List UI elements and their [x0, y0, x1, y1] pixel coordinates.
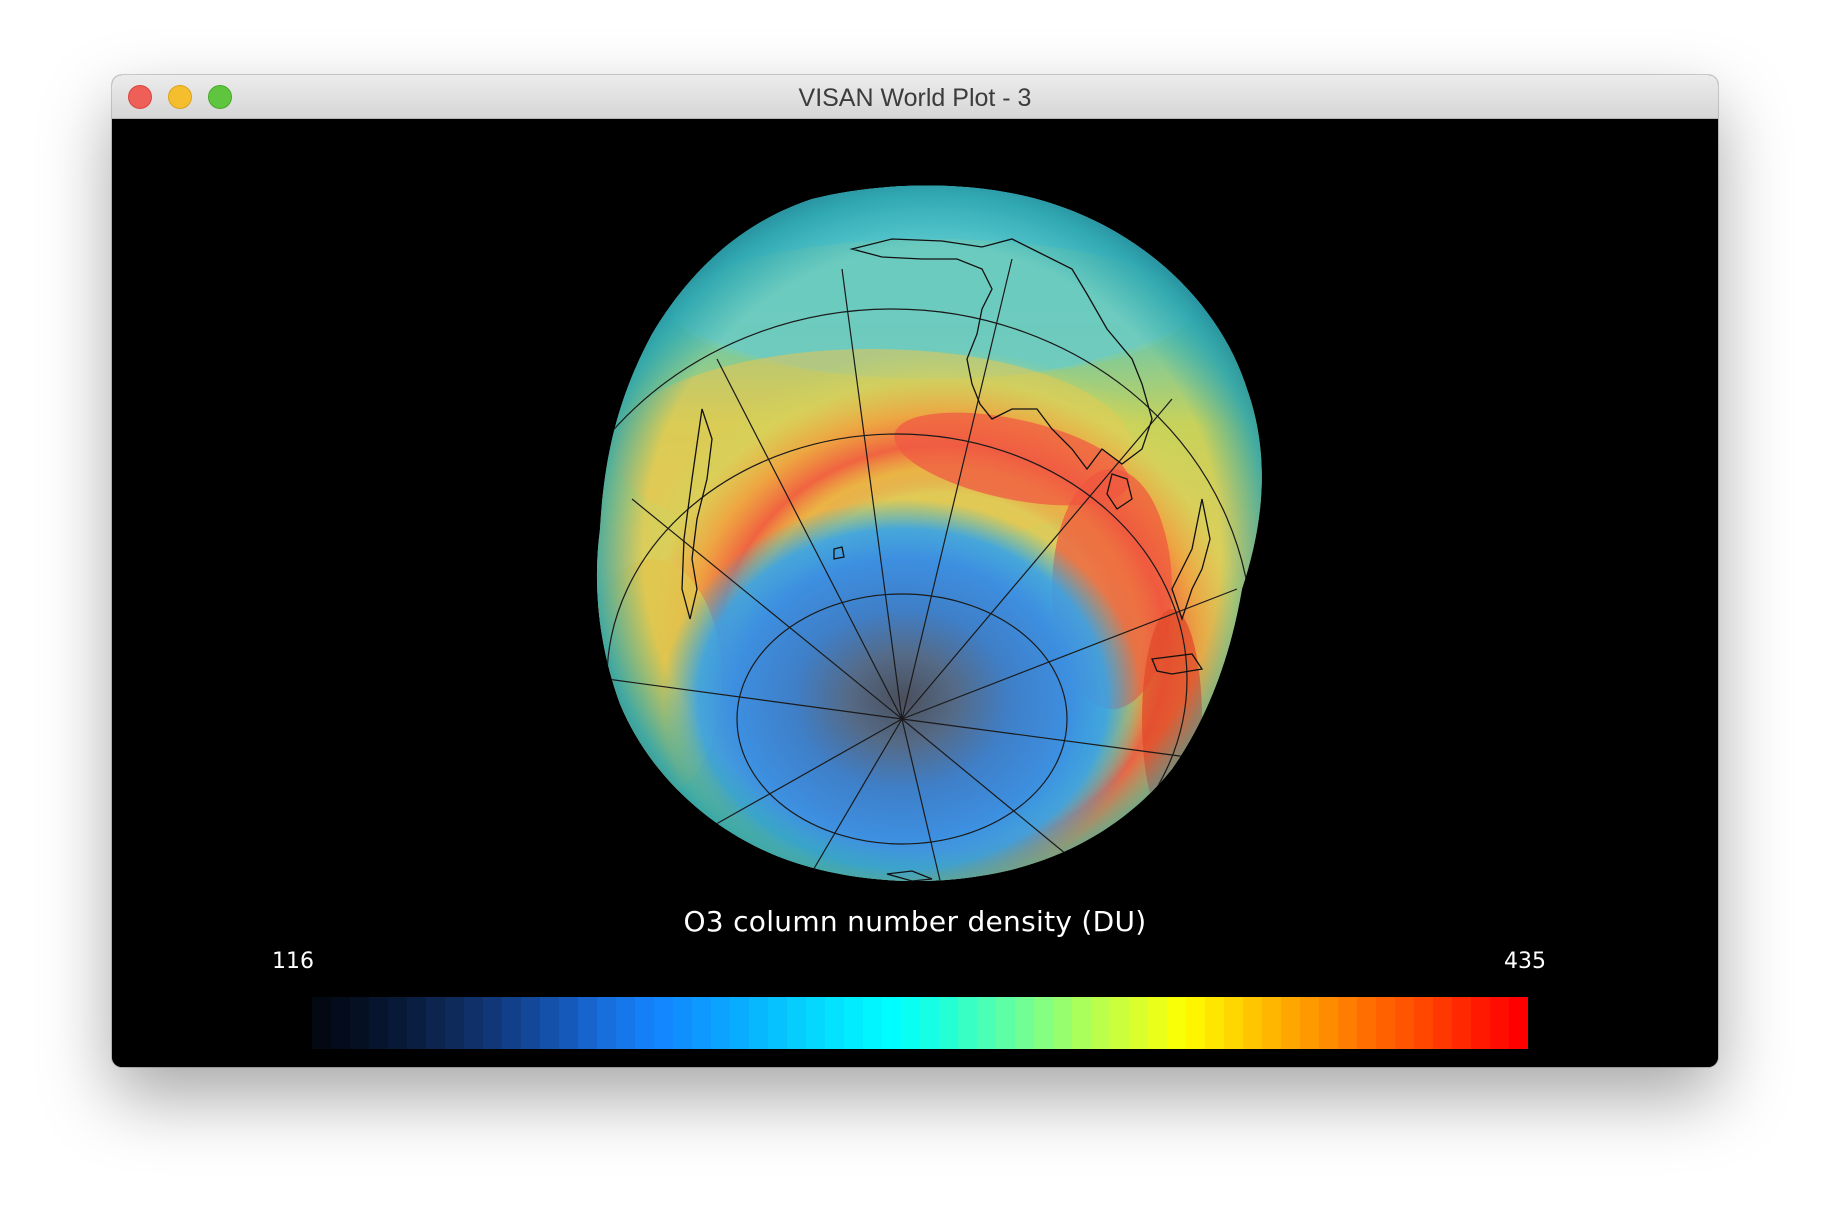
colorbar-segment: [426, 997, 445, 1049]
colorbar-segment: [711, 997, 730, 1049]
colorbar-segment: [901, 997, 920, 1049]
colorbar-segment: [977, 997, 996, 1049]
colorbar-segment: [1395, 997, 1414, 1049]
colorbar-segment: [920, 997, 939, 1049]
colorbar-segment: [1433, 997, 1452, 1049]
colorbar-segment: [996, 997, 1015, 1049]
colorbar-segment: [350, 997, 369, 1049]
colorbar-segment: [1034, 997, 1053, 1049]
colorbar-title: O3 column number density (DU): [683, 905, 1147, 938]
colorbar-segment: [1186, 997, 1205, 1049]
window-title: VISAN World Plot - 3: [798, 84, 1032, 112]
colorbar-segment: [483, 997, 502, 1049]
colorbar-segment: [1015, 997, 1034, 1049]
colorbar-segment: [521, 997, 540, 1049]
colorbar-segment: [445, 997, 464, 1049]
colorbar-segment: [597, 997, 616, 1049]
colorbar-segment: [958, 997, 977, 1049]
colorbar-segment: [654, 997, 673, 1049]
colorbar-segment: [1490, 997, 1509, 1049]
colorbar-segment: [1243, 997, 1262, 1049]
colorbar-segment: [1072, 997, 1091, 1049]
colorbar-segment: [806, 997, 825, 1049]
colorbar-segment: [863, 997, 882, 1049]
colorbar-segment: [1414, 997, 1433, 1049]
colorbar-segment: [388, 997, 407, 1049]
colorbar-segment: [787, 997, 806, 1049]
colorbar-segment: [1452, 997, 1471, 1049]
colorbar-segment: [1091, 997, 1110, 1049]
colorbar-segment: [578, 997, 597, 1049]
colorbar-segment: [1319, 997, 1338, 1049]
colorbar-segment: [635, 997, 654, 1049]
colorbar-segment: [825, 997, 844, 1049]
colorbar-segment: [407, 997, 426, 1049]
colorbar-segment: [312, 997, 331, 1049]
colorbar-segment: [1300, 997, 1319, 1049]
zoom-button[interactable]: [208, 85, 232, 109]
colorbar-segment: [1281, 997, 1300, 1049]
colorbar-segment: [464, 997, 483, 1049]
colorbar-segment: [1357, 997, 1376, 1049]
ozone-field: [596, 185, 1262, 882]
colorbar-segment: [1205, 997, 1224, 1049]
visan-window: VISAN World Plot - 3: [112, 75, 1718, 1067]
colorbar-segment: [730, 997, 749, 1049]
coastlines: [681, 238, 1211, 882]
colorbar-segment: [749, 997, 768, 1049]
close-button[interactable]: [128, 85, 152, 109]
world-plot-viewport[interactable]: O3 column number density (DU) 116 435: [112, 119, 1718, 1067]
colorbar-segment: [1338, 997, 1357, 1049]
colorbar-segment: [673, 997, 692, 1049]
colorbar-segment: [502, 997, 521, 1049]
colorbar-segment: [692, 997, 711, 1049]
colorbar-segment: [1509, 997, 1528, 1049]
colorbar-segment: [1262, 997, 1281, 1049]
colorbar-segment: [1376, 997, 1395, 1049]
colorbar: [312, 997, 1528, 1049]
colorbar-segment: [882, 997, 901, 1049]
colorbar-segment: [616, 997, 635, 1049]
colorbar-segment: [369, 997, 388, 1049]
colorbar-segment: [1053, 997, 1072, 1049]
colorbar-segment: [559, 997, 578, 1049]
colorbar-max-label: 435: [1504, 949, 1546, 974]
colorbar-segment: [1110, 997, 1129, 1049]
colorbar-segment: [540, 997, 559, 1049]
colorbar-segment: [844, 997, 863, 1049]
colorbar-segment: [1129, 997, 1148, 1049]
colorbar-segment: [939, 997, 958, 1049]
globe-render[interactable]: [112, 119, 1718, 1067]
colorbar-segment: [1167, 997, 1186, 1049]
window-titlebar[interactable]: VISAN World Plot - 3: [112, 75, 1718, 119]
colorbar-min-label: 116: [272, 949, 314, 974]
colorbar-segment: [1471, 997, 1490, 1049]
colorbar-segment: [331, 997, 350, 1049]
minimize-button[interactable]: [168, 85, 192, 109]
colorbar-segment: [768, 997, 787, 1049]
colorbar-segment: [1224, 997, 1243, 1049]
colorbar-segment: [1148, 997, 1167, 1049]
